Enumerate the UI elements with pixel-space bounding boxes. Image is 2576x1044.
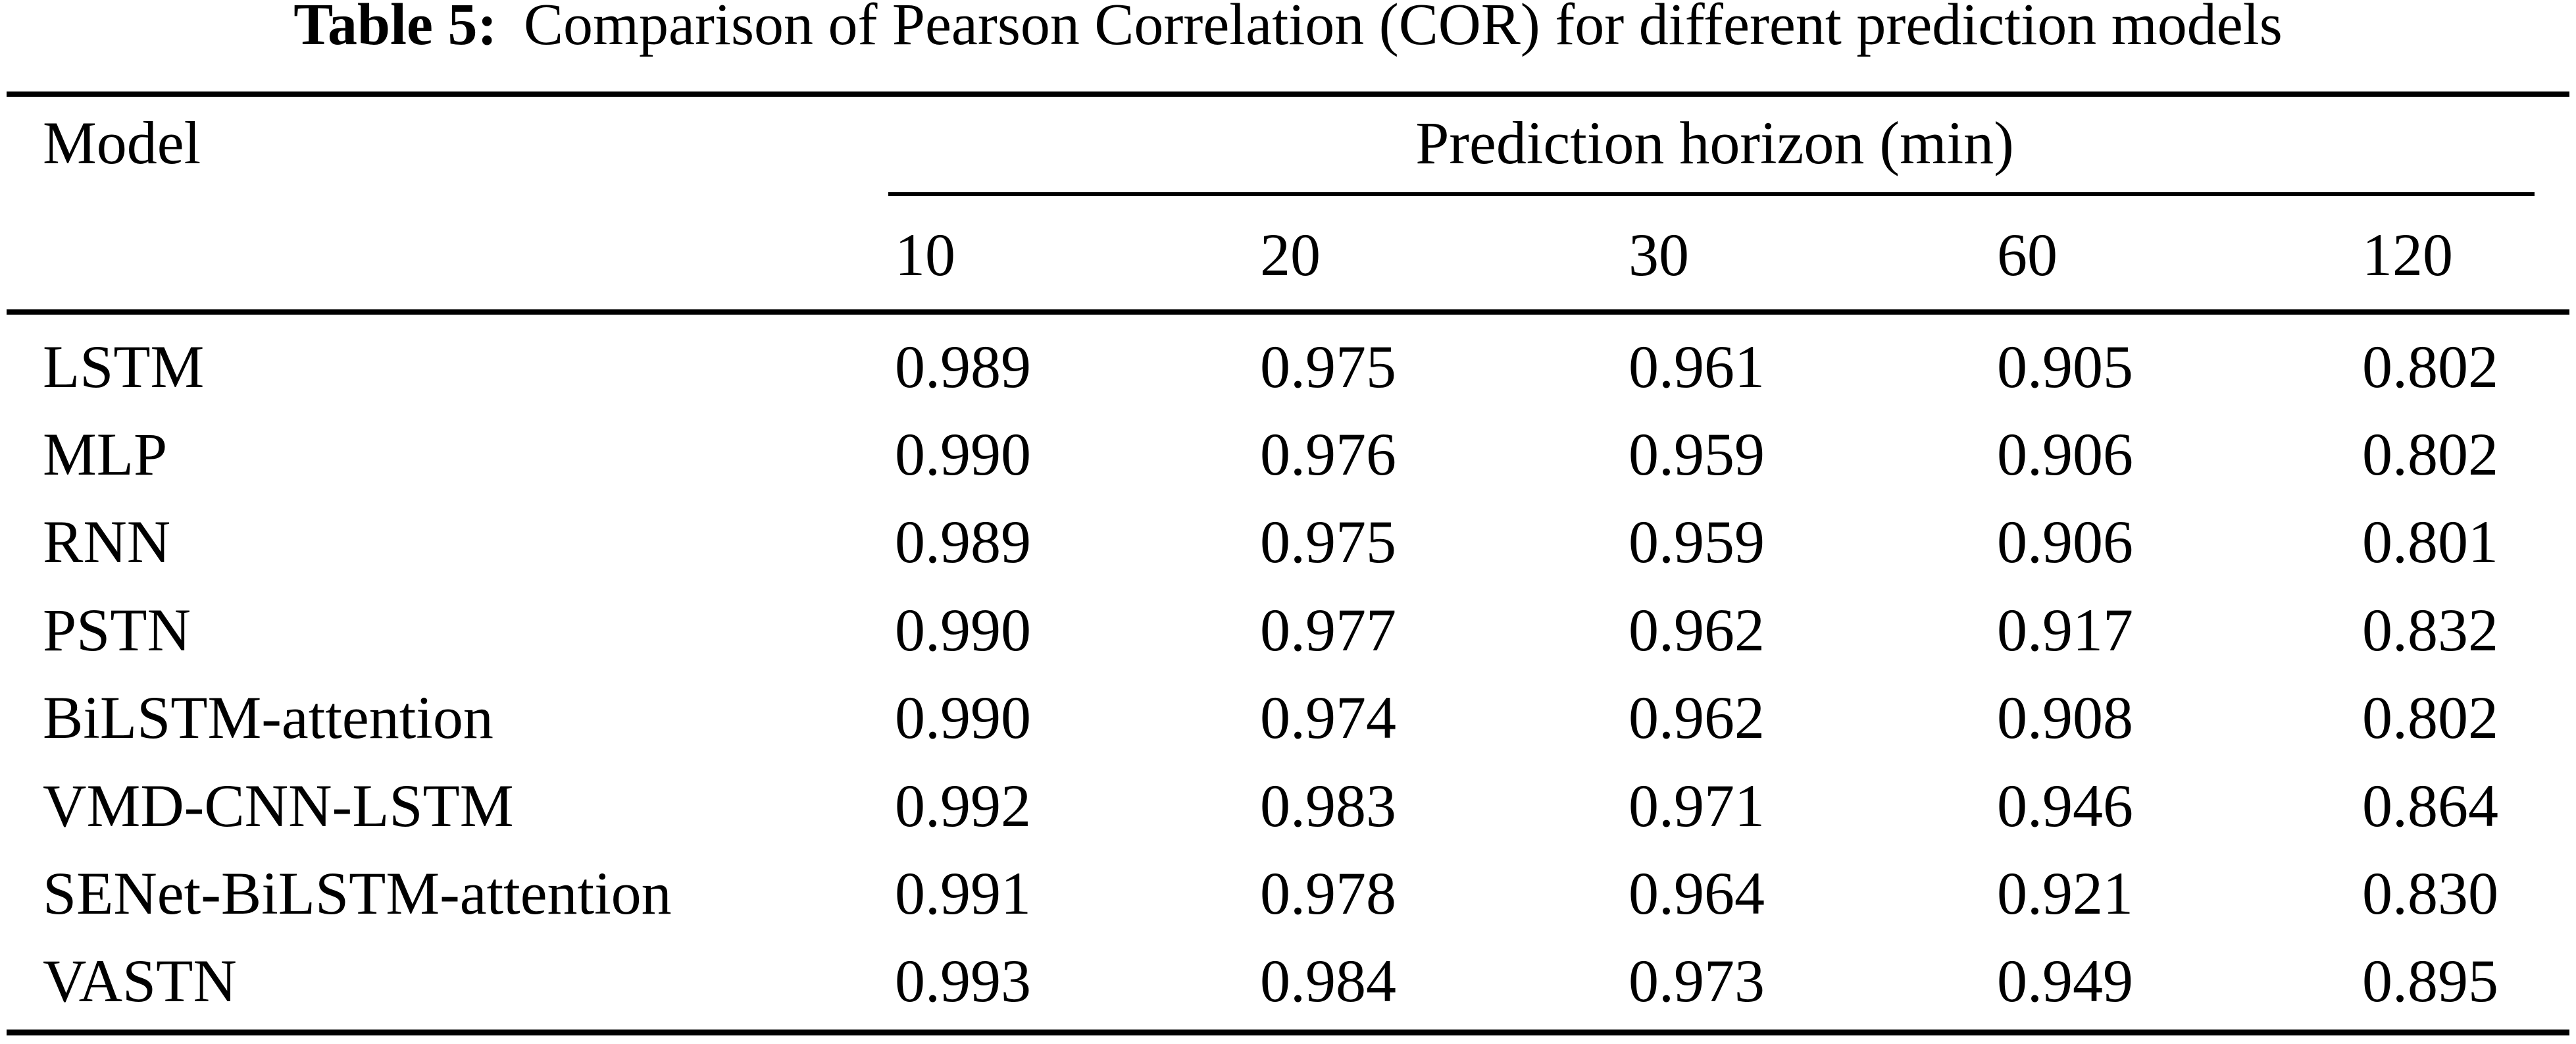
horizon-header-10: 10 [895, 221, 955, 288]
model-name-cell: VMD-CNN-LSTM [43, 771, 514, 839]
value-cell: 0.959 [1629, 421, 1765, 488]
value-cell: 0.802 [2362, 421, 2498, 488]
value-cell: 0.917 [1997, 596, 2133, 664]
value-cell: 0.975 [1260, 508, 1396, 576]
column-header-model: Model [43, 109, 201, 176]
table-caption: Table 5: Comparison of Pearson Correlatio… [0, 0, 2576, 58]
value-cell: 0.983 [1260, 771, 1396, 839]
value-cell: 0.990 [895, 421, 1031, 488]
value-cell: 0.977 [1260, 596, 1396, 664]
table-row: MLP 0.990 0.976 0.959 0.906 0.802 [7, 410, 2569, 498]
table-row: BiLSTM-attention 0.990 0.974 0.962 0.908… [7, 674, 2569, 762]
value-cell: 0.992 [895, 771, 1031, 839]
value-cell: 0.989 [895, 508, 1031, 576]
column-group-header-prediction-horizon: Prediction horizon (min) [1415, 109, 2014, 176]
header-bottom-rule [7, 309, 2569, 315]
table-caption-text: Comparison of Pearson Correlation (COR) … [523, 0, 2283, 57]
horizon-header-20: 20 [1260, 221, 1321, 288]
value-cell: 0.959 [1629, 508, 1765, 576]
horizon-header-60: 60 [1997, 221, 2058, 288]
value-cell: 0.895 [2362, 947, 2498, 1015]
table-row: RNN 0.989 0.975 0.959 0.906 0.801 [7, 498, 2569, 586]
value-cell: 0.991 [895, 860, 1031, 927]
model-name-cell: PSTN [43, 596, 191, 664]
value-cell: 0.832 [2362, 596, 2498, 664]
value-cell: 0.984 [1260, 947, 1396, 1015]
value-cell: 0.964 [1629, 860, 1765, 927]
group-header-underline-rule [888, 192, 2535, 196]
value-cell: 0.961 [1629, 332, 1765, 400]
value-cell: 0.962 [1629, 596, 1765, 664]
value-cell: 0.908 [1997, 684, 2133, 752]
value-cell: 0.921 [1997, 860, 2133, 927]
model-name-cell: SENet-BiLSTM-attention [43, 860, 672, 927]
table-row: VMD-CNN-LSTM 0.992 0.983 0.971 0.946 0.8… [7, 762, 2569, 849]
horizon-header-120: 120 [2362, 221, 2453, 288]
value-cell: 0.905 [1997, 332, 2133, 400]
value-cell: 0.830 [2362, 860, 2498, 927]
value-cell: 0.990 [895, 684, 1031, 752]
bottom-rule [7, 1030, 2569, 1035]
top-rule [7, 91, 2569, 97]
value-cell: 0.989 [895, 332, 1031, 400]
table-body: LSTM 0.989 0.975 0.961 0.905 0.802 MLP 0… [7, 323, 2569, 1025]
table-row: VASTN 0.993 0.984 0.973 0.949 0.895 [7, 937, 2569, 1025]
value-cell: 0.978 [1260, 860, 1396, 927]
value-cell: 0.993 [895, 947, 1031, 1015]
value-cell: 0.962 [1629, 684, 1765, 752]
table-row: PSTN 0.990 0.977 0.962 0.917 0.832 [7, 586, 2569, 673]
table-caption-label: Table 5: [293, 0, 497, 57]
model-name-cell: LSTM [43, 332, 205, 400]
value-cell: 0.906 [1997, 508, 2133, 576]
value-cell: 0.802 [2362, 332, 2498, 400]
value-cell: 0.802 [2362, 684, 2498, 752]
value-cell: 0.973 [1629, 947, 1765, 1015]
table-row: LSTM 0.989 0.975 0.961 0.905 0.802 [7, 323, 2569, 410]
value-cell: 0.949 [1997, 947, 2133, 1015]
model-name-cell: VASTN [43, 947, 237, 1015]
value-cell: 0.946 [1997, 771, 2133, 839]
value-cell: 0.906 [1997, 421, 2133, 488]
model-name-cell: BiLSTM-attention [43, 684, 493, 752]
value-cell: 0.971 [1629, 771, 1765, 839]
value-cell: 0.864 [2362, 771, 2498, 839]
horizon-header-30: 30 [1629, 221, 1689, 288]
model-name-cell: MLP [43, 421, 168, 488]
table-row: SENet-BiLSTM-attention 0.991 0.978 0.964… [7, 849, 2569, 937]
value-cell: 0.976 [1260, 421, 1396, 488]
value-cell: 0.975 [1260, 332, 1396, 400]
model-name-cell: RNN [43, 508, 171, 576]
value-cell: 0.990 [895, 596, 1031, 664]
value-cell: 0.974 [1260, 684, 1396, 752]
value-cell: 0.801 [2362, 508, 2498, 576]
